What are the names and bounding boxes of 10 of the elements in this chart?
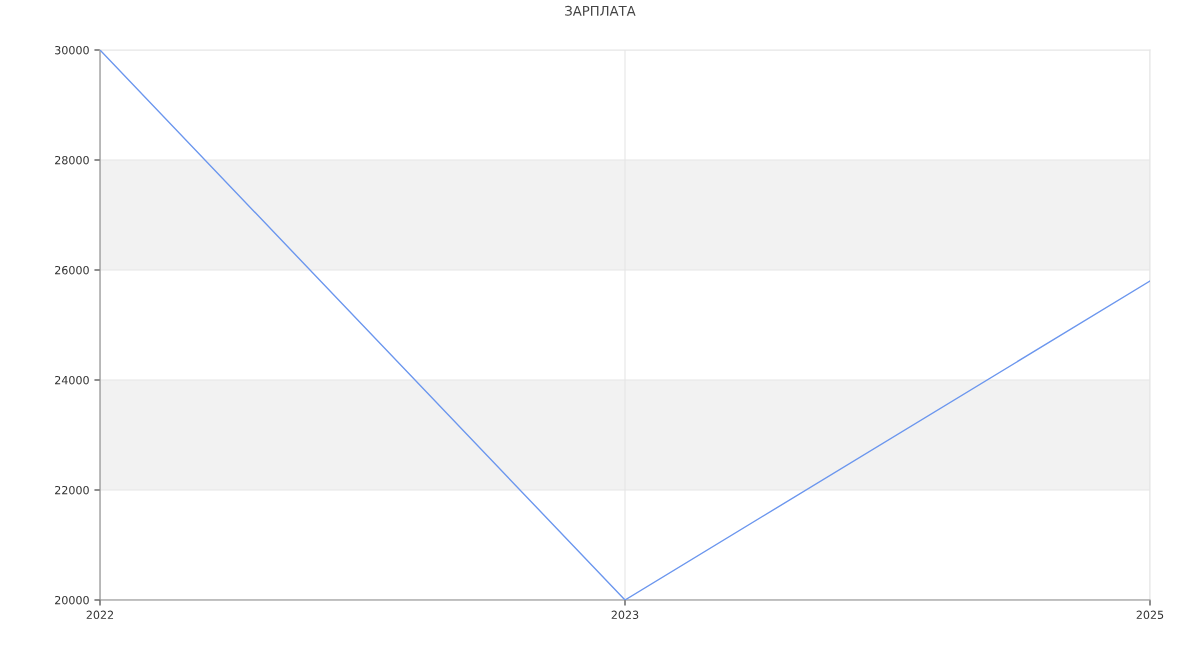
y-tick-label: 30000: [55, 45, 89, 55]
x-tick-label: 2025: [1136, 610, 1164, 620]
y-tick-label: 24000: [55, 375, 89, 385]
x-tick-label: 2023: [611, 610, 639, 620]
x-tick-label: 2022: [86, 610, 114, 620]
y-tick-label: 28000: [55, 155, 89, 165]
y-tick-label: 20000: [55, 595, 89, 605]
y-tick-label: 26000: [55, 265, 89, 275]
chart-title: ЗАРПЛАТА: [565, 5, 636, 16]
y-tick-label: 22000: [55, 485, 89, 495]
